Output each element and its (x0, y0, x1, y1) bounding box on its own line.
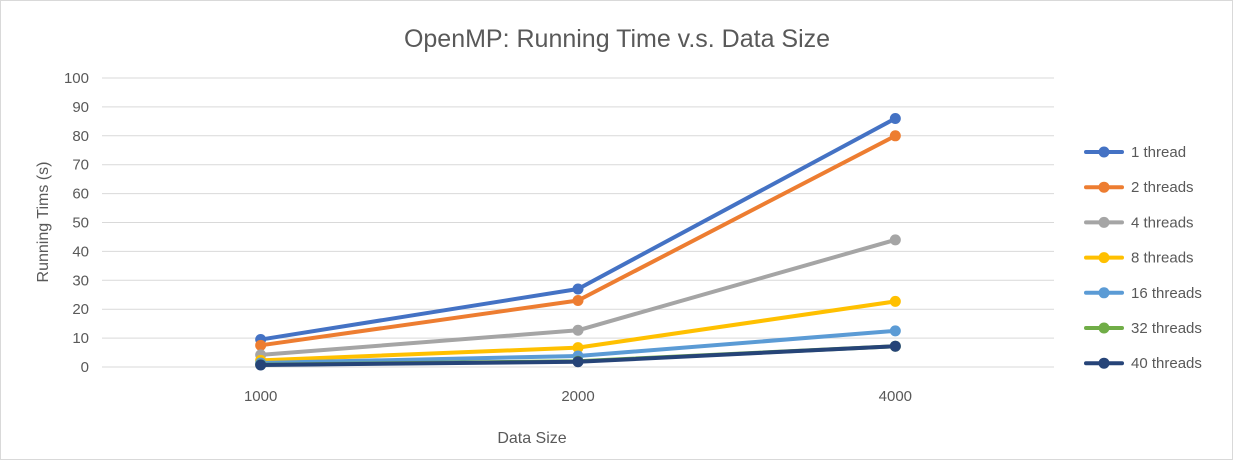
data-point (889, 112, 901, 124)
y-axis-label: Running Tims (s) (35, 162, 52, 283)
series-group (255, 130, 901, 351)
x-tick-label: 2000 (561, 388, 594, 405)
series-group (255, 112, 901, 346)
data-point (889, 295, 901, 307)
legend-item: 16 threads (1084, 285, 1202, 302)
data-point (889, 234, 901, 246)
legend-item: 1 thread (1084, 144, 1186, 161)
series-line (258, 116, 898, 342)
legend-marker (1098, 252, 1110, 264)
legend-label: 40 threads (1131, 355, 1202, 372)
data-point (572, 356, 584, 368)
legend-label: 4 threads (1131, 214, 1194, 231)
legend-item: 4 threads (1084, 214, 1194, 231)
y-tick-label: 90 (72, 99, 89, 116)
x-axis-label: Data Size (497, 430, 566, 447)
legend: 1 thread 2 threads 4 threads 8 threads 16 th… (1084, 144, 1202, 372)
y-tick-label: 70 (72, 157, 89, 174)
legend-label: 8 threads (1131, 250, 1194, 267)
data-point (572, 324, 584, 336)
x-tick-label: 1000 (244, 388, 277, 405)
series-lines (255, 112, 901, 371)
legend-item: 32 threads (1084, 320, 1202, 337)
legend-marker (1098, 146, 1110, 158)
chart-title: OpenMP: Running Time v.s. Data Size (404, 25, 830, 53)
legend-item: 40 threads (1084, 355, 1202, 372)
data-point (572, 283, 584, 295)
grid-lines (102, 77, 1054, 368)
legend-marker (1098, 181, 1110, 193)
legend-marker (1098, 357, 1110, 369)
y-tick-label: 30 (72, 272, 89, 289)
legend-label: 1 thread (1131, 144, 1186, 161)
data-point (889, 130, 901, 142)
series-group (255, 340, 901, 371)
legend-label: 2 threads (1131, 179, 1194, 196)
data-point (255, 359, 267, 371)
y-tick-label: 40 (72, 243, 89, 260)
y-tick-label: 60 (72, 186, 89, 203)
y-tick-label: 10 (72, 330, 89, 347)
x-axis-ticks: 1000 2000 4000 (244, 388, 912, 405)
y-tick-label: 0 (81, 359, 89, 376)
x-tick-label: 4000 (879, 388, 912, 405)
y-axis-ticks: 0 10 20 30 40 50 60 70 80 90 100 (64, 70, 89, 376)
legend-marker (1098, 287, 1110, 299)
legend-label: 32 threads (1131, 320, 1202, 337)
data-point (889, 340, 901, 352)
legend-item: 8 threads (1084, 250, 1194, 267)
data-point (889, 325, 901, 337)
legend-marker (1098, 322, 1110, 334)
data-point (572, 342, 584, 354)
data-point (572, 295, 584, 307)
legend-marker (1098, 216, 1110, 228)
y-tick-label: 80 (72, 128, 89, 145)
legend-item: 2 threads (1084, 179, 1194, 196)
data-point (255, 339, 267, 351)
y-tick-label: 100 (64, 70, 89, 87)
y-tick-label: 20 (72, 301, 89, 318)
legend-label: 16 threads (1131, 285, 1202, 302)
y-tick-label: 50 (72, 215, 89, 232)
